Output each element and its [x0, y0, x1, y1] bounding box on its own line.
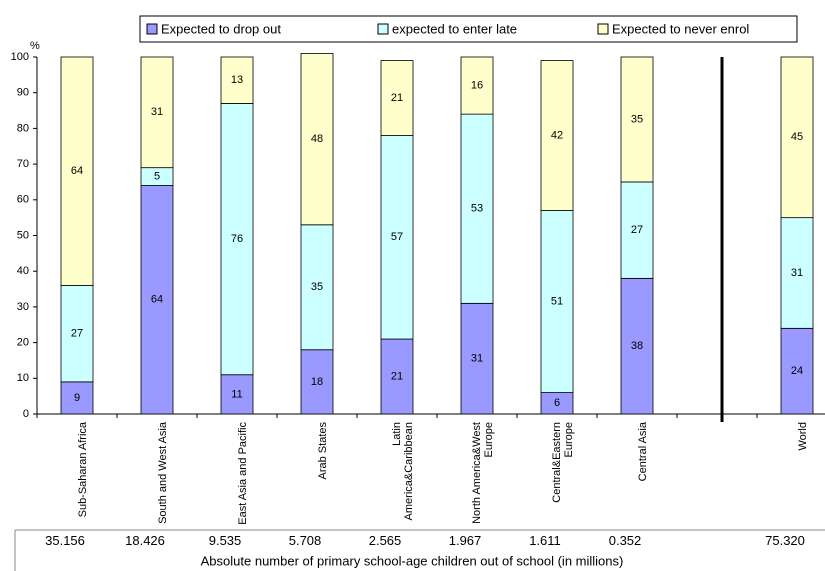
bar-segment	[300, 224, 334, 351]
y-tick-label: 50	[17, 229, 29, 241]
y-tick-label: 90	[17, 87, 29, 99]
y-tick-label: 70	[17, 158, 29, 170]
x-tick-label: South and West Asia	[157, 422, 169, 524]
data-label: 35	[311, 281, 323, 293]
bar-segment	[460, 302, 494, 415]
data-label: 42	[551, 129, 563, 141]
bar-segment	[220, 56, 254, 104]
bar-segment	[620, 56, 654, 183]
legend-label: expected to enter late	[392, 21, 517, 36]
y-tick-label: 80	[17, 122, 29, 134]
x-tick-label: Latin America&Caribbean	[391, 422, 415, 521]
x-tick-label: Central Asia	[637, 422, 649, 482]
data-label: 31	[791, 267, 803, 279]
data-label: 31	[151, 106, 163, 118]
legend-box	[139, 15, 798, 43]
data-label: 16	[471, 79, 483, 91]
bar-segment	[540, 60, 574, 211]
bar-segment	[140, 185, 174, 415]
bar-segment	[620, 277, 654, 415]
bar-segment	[780, 327, 814, 415]
table-value: 9.535	[208, 533, 242, 548]
table-value: 75.320	[765, 533, 805, 548]
data-label: 64	[71, 165, 83, 177]
bar-segment	[140, 56, 174, 169]
bar-segment	[60, 56, 94, 286]
y-tick-label: 100	[11, 51, 29, 63]
data-label: 21	[391, 370, 403, 382]
x-tick-label: East Asia and Pacific	[237, 422, 249, 525]
table-value: 18.426	[125, 533, 165, 548]
y-tick-label: 30	[17, 301, 29, 313]
table-value: 1.967	[448, 533, 482, 548]
table-value: 1.611	[529, 533, 561, 548]
data-label: 6	[554, 397, 560, 409]
bar-segment	[460, 113, 494, 304]
data-label: 51	[551, 295, 563, 307]
bar-segment	[60, 285, 94, 383]
y-tick-label: 0	[23, 408, 29, 420]
data-label: 24	[791, 365, 803, 377]
data-label: 48	[311, 133, 323, 145]
data-label: 64	[151, 294, 163, 306]
bar-segment	[300, 53, 334, 226]
legend-swatch	[146, 23, 158, 35]
y-tick-label: 40	[17, 265, 29, 277]
table-value: 35.156	[45, 533, 85, 548]
y-tick-label: 20	[17, 337, 29, 349]
data-label: 5	[154, 171, 160, 183]
y-tick-label: 10	[17, 372, 29, 384]
data-label: 27	[71, 328, 83, 340]
data-label: 31	[471, 353, 483, 365]
x-tick-label: Central&Eastern Europe	[551, 422, 575, 503]
bar-segment	[220, 374, 254, 415]
bar-segment	[60, 381, 94, 415]
x-tick-label: World	[797, 422, 809, 451]
bar-segment	[380, 135, 414, 340]
data-label: 45	[791, 131, 803, 143]
data-label: 11	[231, 388, 242, 400]
table-value: 5.708	[288, 533, 322, 548]
data-label: 57	[391, 231, 403, 243]
bar-segment	[780, 56, 814, 219]
y-unit: %	[30, 40, 40, 52]
data-label: 18	[311, 376, 323, 388]
bar-segment	[220, 103, 254, 376]
legend-label: Expected to drop out	[161, 21, 281, 36]
data-label: 38	[631, 340, 643, 352]
legend-swatch	[597, 23, 609, 35]
bar-segment	[540, 210, 574, 393]
bar-segment	[380, 60, 414, 136]
legend-swatch	[377, 23, 389, 35]
bar-segment	[380, 338, 414, 415]
data-label: 27	[631, 224, 643, 236]
table-value: 2.565	[368, 533, 402, 548]
data-label: 76	[231, 233, 243, 245]
x-tick-label: Arab States	[317, 422, 329, 480]
x-tick-label: North America&West Europe	[471, 422, 495, 524]
data-label: 35	[631, 113, 643, 125]
bar-segment	[460, 56, 494, 115]
y-tick-label: 60	[17, 194, 29, 206]
bar-segment	[300, 349, 334, 415]
bar-segment	[620, 181, 654, 279]
legend-label: Expected to never enrol	[612, 21, 749, 36]
data-label: 21	[391, 92, 403, 104]
data-label: 13	[231, 74, 243, 86]
x-tick-label: Sub-Saharan Africa	[77, 422, 89, 518]
data-label: 9	[74, 392, 80, 404]
table-value: 0.352	[608, 533, 642, 548]
table-caption: Absolute number of primary school-age ch…	[201, 553, 624, 568]
data-label: 53	[471, 203, 483, 215]
